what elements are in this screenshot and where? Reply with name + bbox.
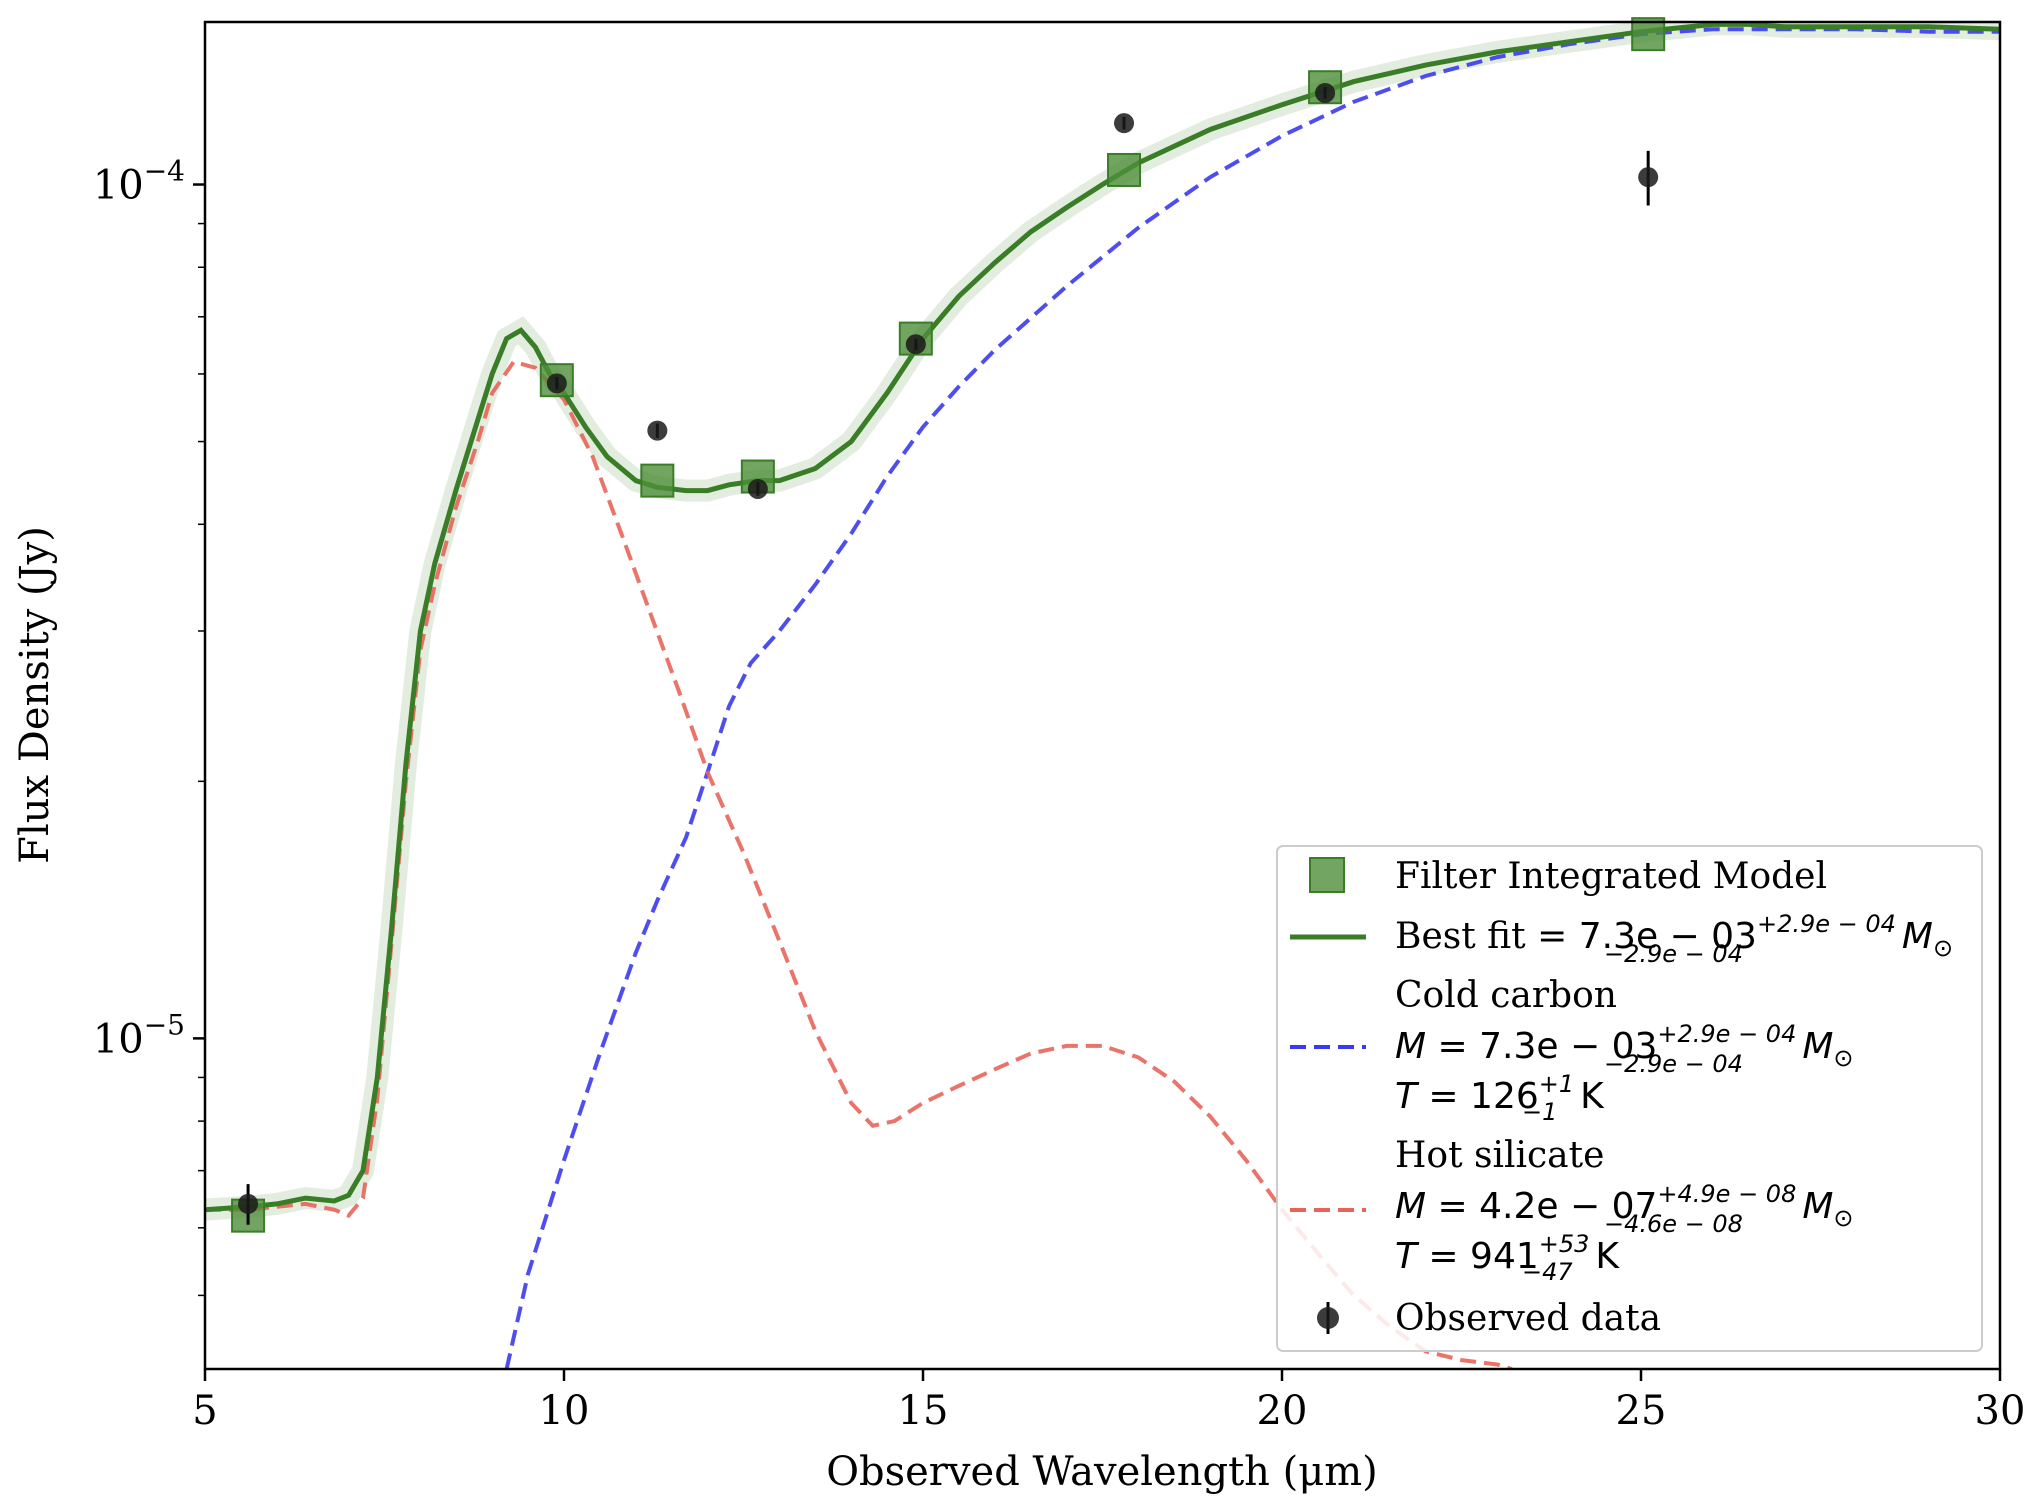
x-axis-label: Observed Wavelength (μm) <box>826 1449 1378 1495</box>
legend-box <box>1276 845 1983 1352</box>
y-tick-label: 10−5 <box>93 1008 185 1062</box>
legend-cold-mass-sub: −2.9e − 04 <box>1604 1050 1743 1078</box>
legend-hot-temp: T = 941+53 K <box>1395 1230 1620 1277</box>
best-fit-curve <box>205 22 2000 1213</box>
legend-cold-title: Cold carbon <box>1395 975 1617 1016</box>
x-tick-label: 25 <box>1616 1388 1667 1434</box>
legend-hot-temp-sub: −47 <box>1522 1258 1573 1286</box>
observed-point <box>546 373 567 394</box>
legend-best-fit-label: Best fit = 7.3e − 03+2.9e − 04 M⊙ <box>1395 910 1953 962</box>
filter-model-point <box>1631 17 1666 52</box>
legend-best-fit-sub: −2.9e − 04 <box>1604 940 1743 968</box>
observed-point <box>1315 82 1336 103</box>
legend-cold-temp: T = 126+1 K <box>1395 1070 1605 1117</box>
legend-cold-mass: M = 7.3e − 03+2.9e − 04 M⊙ <box>1395 1020 1854 1072</box>
legend-hot-mass-sub: −4.6e − 08 <box>1604 1210 1743 1238</box>
filter-model-point <box>1107 152 1142 187</box>
x-tick-label: 20 <box>1257 1388 1308 1434</box>
legend-observed-swatch <box>1317 1307 1339 1329</box>
legend-observed-label: Observed data <box>1395 1298 1661 1339</box>
legend: Filter Integrated Model Best fit = 7.3e … <box>1276 845 1983 1352</box>
observed-point <box>1638 167 1659 188</box>
x-tick-label: 5 <box>192 1388 217 1434</box>
observed-point <box>1114 113 1135 134</box>
observed-point <box>747 478 768 499</box>
legend-filter-model-swatch <box>1309 857 1345 893</box>
legend-filter-model-label: Filter Integrated Model <box>1395 856 1827 897</box>
y-axis-label: Flux Density (Jy) <box>12 526 58 864</box>
y-tick-label: 10−4 <box>93 155 185 209</box>
legend-cold-temp-sub: −1 <box>1522 1098 1557 1126</box>
observed-point <box>238 1193 259 1214</box>
legend-hot-title: Hot silicate <box>1395 1135 1604 1176</box>
plot-frame <box>203 20 2002 1371</box>
observed-point <box>647 420 668 441</box>
x-tick-label: 15 <box>898 1388 949 1434</box>
legend-hot-mass: M = 4.2e − 07+4.9e − 08 M⊙ <box>1395 1180 1854 1232</box>
x-tick-label: 30 <box>1975 1388 2026 1434</box>
observed-point <box>905 334 926 355</box>
x-tick-label: 10 <box>539 1388 590 1434</box>
filter-model-point <box>640 463 675 498</box>
